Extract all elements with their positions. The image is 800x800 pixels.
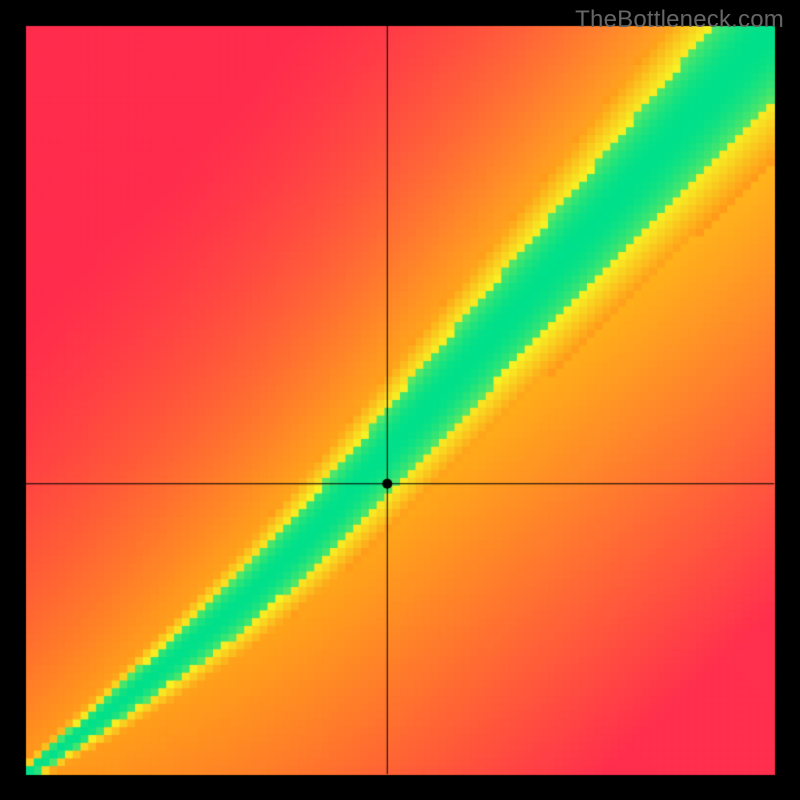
heatmap-canvas: [0, 0, 800, 800]
watermark-text: TheBottleneck.com: [575, 6, 784, 34]
chart-container: TheBottleneck.com: [0, 0, 800, 800]
